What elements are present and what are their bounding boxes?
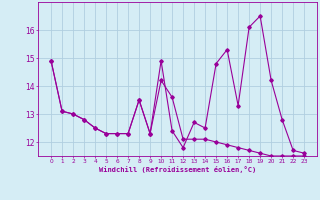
X-axis label: Windchill (Refroidissement éolien,°C): Windchill (Refroidissement éolien,°C) bbox=[99, 166, 256, 173]
